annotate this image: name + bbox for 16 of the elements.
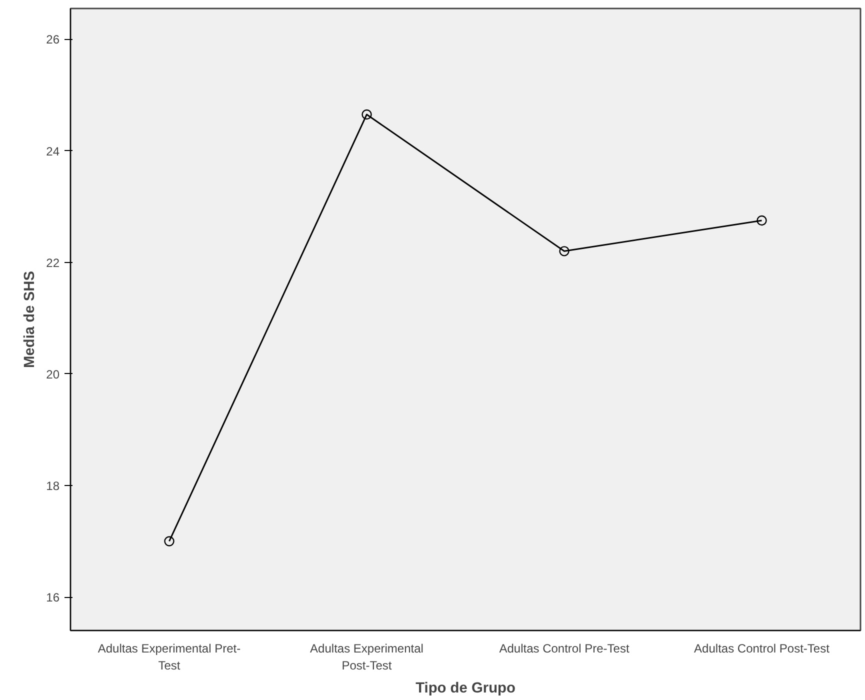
y-tick-label: 24 [46, 144, 60, 158]
x-tick-label: Adultas Experimental Pret- Test [98, 642, 241, 672]
y-tick-label: 20 [46, 367, 60, 382]
point [164, 536, 174, 546]
y-tick-label: 22 [46, 256, 60, 270]
point [756, 215, 767, 226]
x-tick-label: Adultas Control Pre-Test [499, 642, 630, 656]
y-tick-label: 18 [46, 478, 60, 493]
x-tick-label: Adultas Experimental Post-Test [310, 642, 424, 672]
point [362, 109, 372, 120]
x-tick-label: Adultas Control Post-Test [694, 642, 830, 656]
y-tick-label: 26 [46, 32, 60, 47]
point [559, 246, 570, 256]
x-axis-title: Tipo de Grupo [416, 680, 516, 696]
y-tick-label: 16 [46, 590, 60, 605]
y-axis-title: Media de SHS [22, 270, 38, 368]
